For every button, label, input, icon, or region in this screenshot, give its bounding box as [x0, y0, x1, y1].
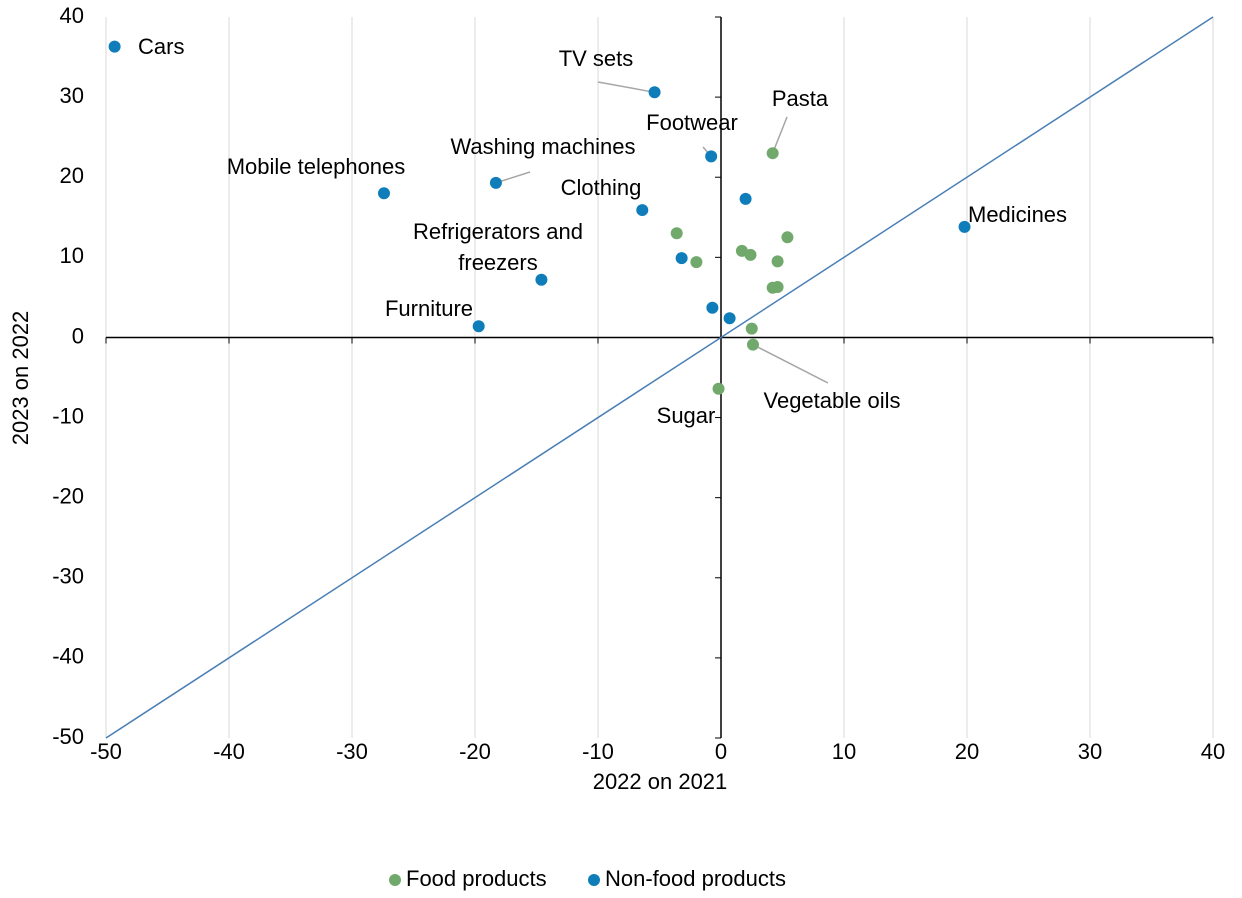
y-tick-label: 0	[72, 323, 84, 348]
point-label: Medicines	[968, 202, 1067, 227]
point	[472, 320, 485, 333]
point-label: Refrigerators and freezers	[413, 219, 583, 275]
point	[712, 382, 725, 395]
x-tick-label: 20	[955, 739, 979, 764]
point	[648, 86, 661, 99]
leader-line	[771, 116, 788, 154]
point-label: Pasta	[772, 86, 829, 111]
x-tick-label: 30	[1078, 739, 1102, 764]
point	[744, 248, 757, 261]
point-label: Furniture	[385, 296, 473, 321]
y-tick-label: -20	[52, 483, 84, 508]
point	[771, 280, 784, 293]
label-line: freezers	[458, 250, 537, 275]
y-axis-label: 2023 on 2022	[8, 311, 33, 446]
y-tick-label: 10	[60, 243, 84, 268]
point	[675, 252, 688, 265]
x-axis-label: 2022 on 2021	[593, 769, 728, 794]
point-label: Cars	[138, 34, 184, 59]
x-tick-label: 10	[832, 739, 856, 764]
point	[771, 255, 784, 268]
point-label: TV sets	[559, 46, 634, 71]
x-tick-label: -40	[213, 739, 245, 764]
y-tick-label: 40	[60, 3, 84, 28]
point	[108, 40, 121, 53]
point	[746, 338, 759, 351]
y-tick-label: 20	[60, 163, 84, 188]
point	[377, 187, 390, 200]
point	[739, 192, 752, 205]
y-tick-label: -30	[52, 564, 84, 589]
x-tick-label: -10	[582, 739, 614, 764]
point-label: Vegetable oils	[764, 388, 901, 413]
legend-marker	[588, 874, 600, 886]
x-tick-label: -50	[90, 739, 122, 764]
point	[636, 204, 649, 217]
point	[745, 322, 758, 335]
point	[781, 231, 794, 244]
diagonal-line	[105, 16, 1214, 739]
point-label: Sugar	[657, 403, 716, 428]
label-line: Refrigerators and	[413, 219, 583, 244]
legend-label: Non-food products	[605, 866, 786, 891]
point	[489, 176, 502, 189]
point-label: Footwear	[646, 110, 738, 135]
point	[766, 147, 779, 160]
point	[690, 256, 703, 269]
point	[706, 301, 719, 314]
legend-marker	[389, 874, 401, 886]
x-tick-label: 40	[1201, 739, 1225, 764]
point	[723, 312, 736, 325]
x-tick-label: -30	[336, 739, 368, 764]
point	[958, 220, 971, 233]
point-label: Mobile telephones	[227, 154, 406, 179]
y-tick-label: -10	[52, 403, 84, 428]
legend-label: Food products	[406, 866, 547, 891]
y-tick-label: -40	[52, 644, 84, 669]
point	[705, 150, 718, 163]
leader-line	[752, 343, 829, 384]
point	[535, 273, 548, 286]
point-label: Clothing	[561, 175, 642, 200]
leader-line	[597, 81, 655, 94]
point	[670, 227, 683, 240]
y-tick-label: 30	[60, 83, 84, 108]
x-tick-label: 0	[715, 739, 727, 764]
y-tick-label: -50	[52, 724, 84, 749]
point-label: Washing machines	[450, 134, 635, 159]
x-tick-label: -20	[459, 739, 491, 764]
